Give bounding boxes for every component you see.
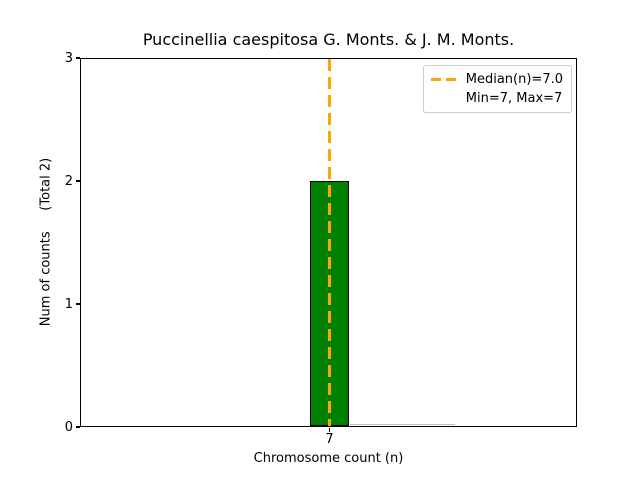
plot-area: Median(n)=7.0 Min=7, Max=7 <box>80 58 577 427</box>
x-axis-label: Chromosome count (n) <box>253 451 404 466</box>
y-tick-mark <box>76 57 80 59</box>
y-tick-0: 0 <box>42 419 80 435</box>
y-tick-1: 1 <box>42 296 80 312</box>
legend-entry-median: Median(n)=7.0 <box>465 72 563 87</box>
y-tick-mark <box>76 426 80 428</box>
x-tick-mark <box>329 428 331 432</box>
empty-swatch <box>431 97 458 100</box>
legend-row-median: Median(n)=7.0 <box>430 70 563 89</box>
y-tick-3: 3 <box>42 50 80 66</box>
y-tick-label: 0 <box>64 419 73 435</box>
y-tick-label: 2 <box>64 173 73 189</box>
zero-height-bins-baseline <box>350 423 455 425</box>
y-tick-label: 3 <box>64 50 73 66</box>
y-tick-mark <box>76 303 80 305</box>
y-tick-2: 2 <box>42 173 80 189</box>
legend-row-minmax: Min=7, Max=7 <box>431 89 563 108</box>
legend: Median(n)=7.0 Min=7, Max=7 <box>422 65 572 113</box>
median-dashed-line-swatch <box>430 78 458 81</box>
x-tick-label: 7 <box>325 432 334 447</box>
median-line <box>328 59 331 426</box>
legend-entry-minmax: Min=7, Max=7 <box>465 91 563 106</box>
y-tick-mark <box>76 180 80 182</box>
chart-title: Puccinellia caespitosa G. Monts. & J. M.… <box>142 30 515 49</box>
y-tick-label: 1 <box>64 296 73 312</box>
